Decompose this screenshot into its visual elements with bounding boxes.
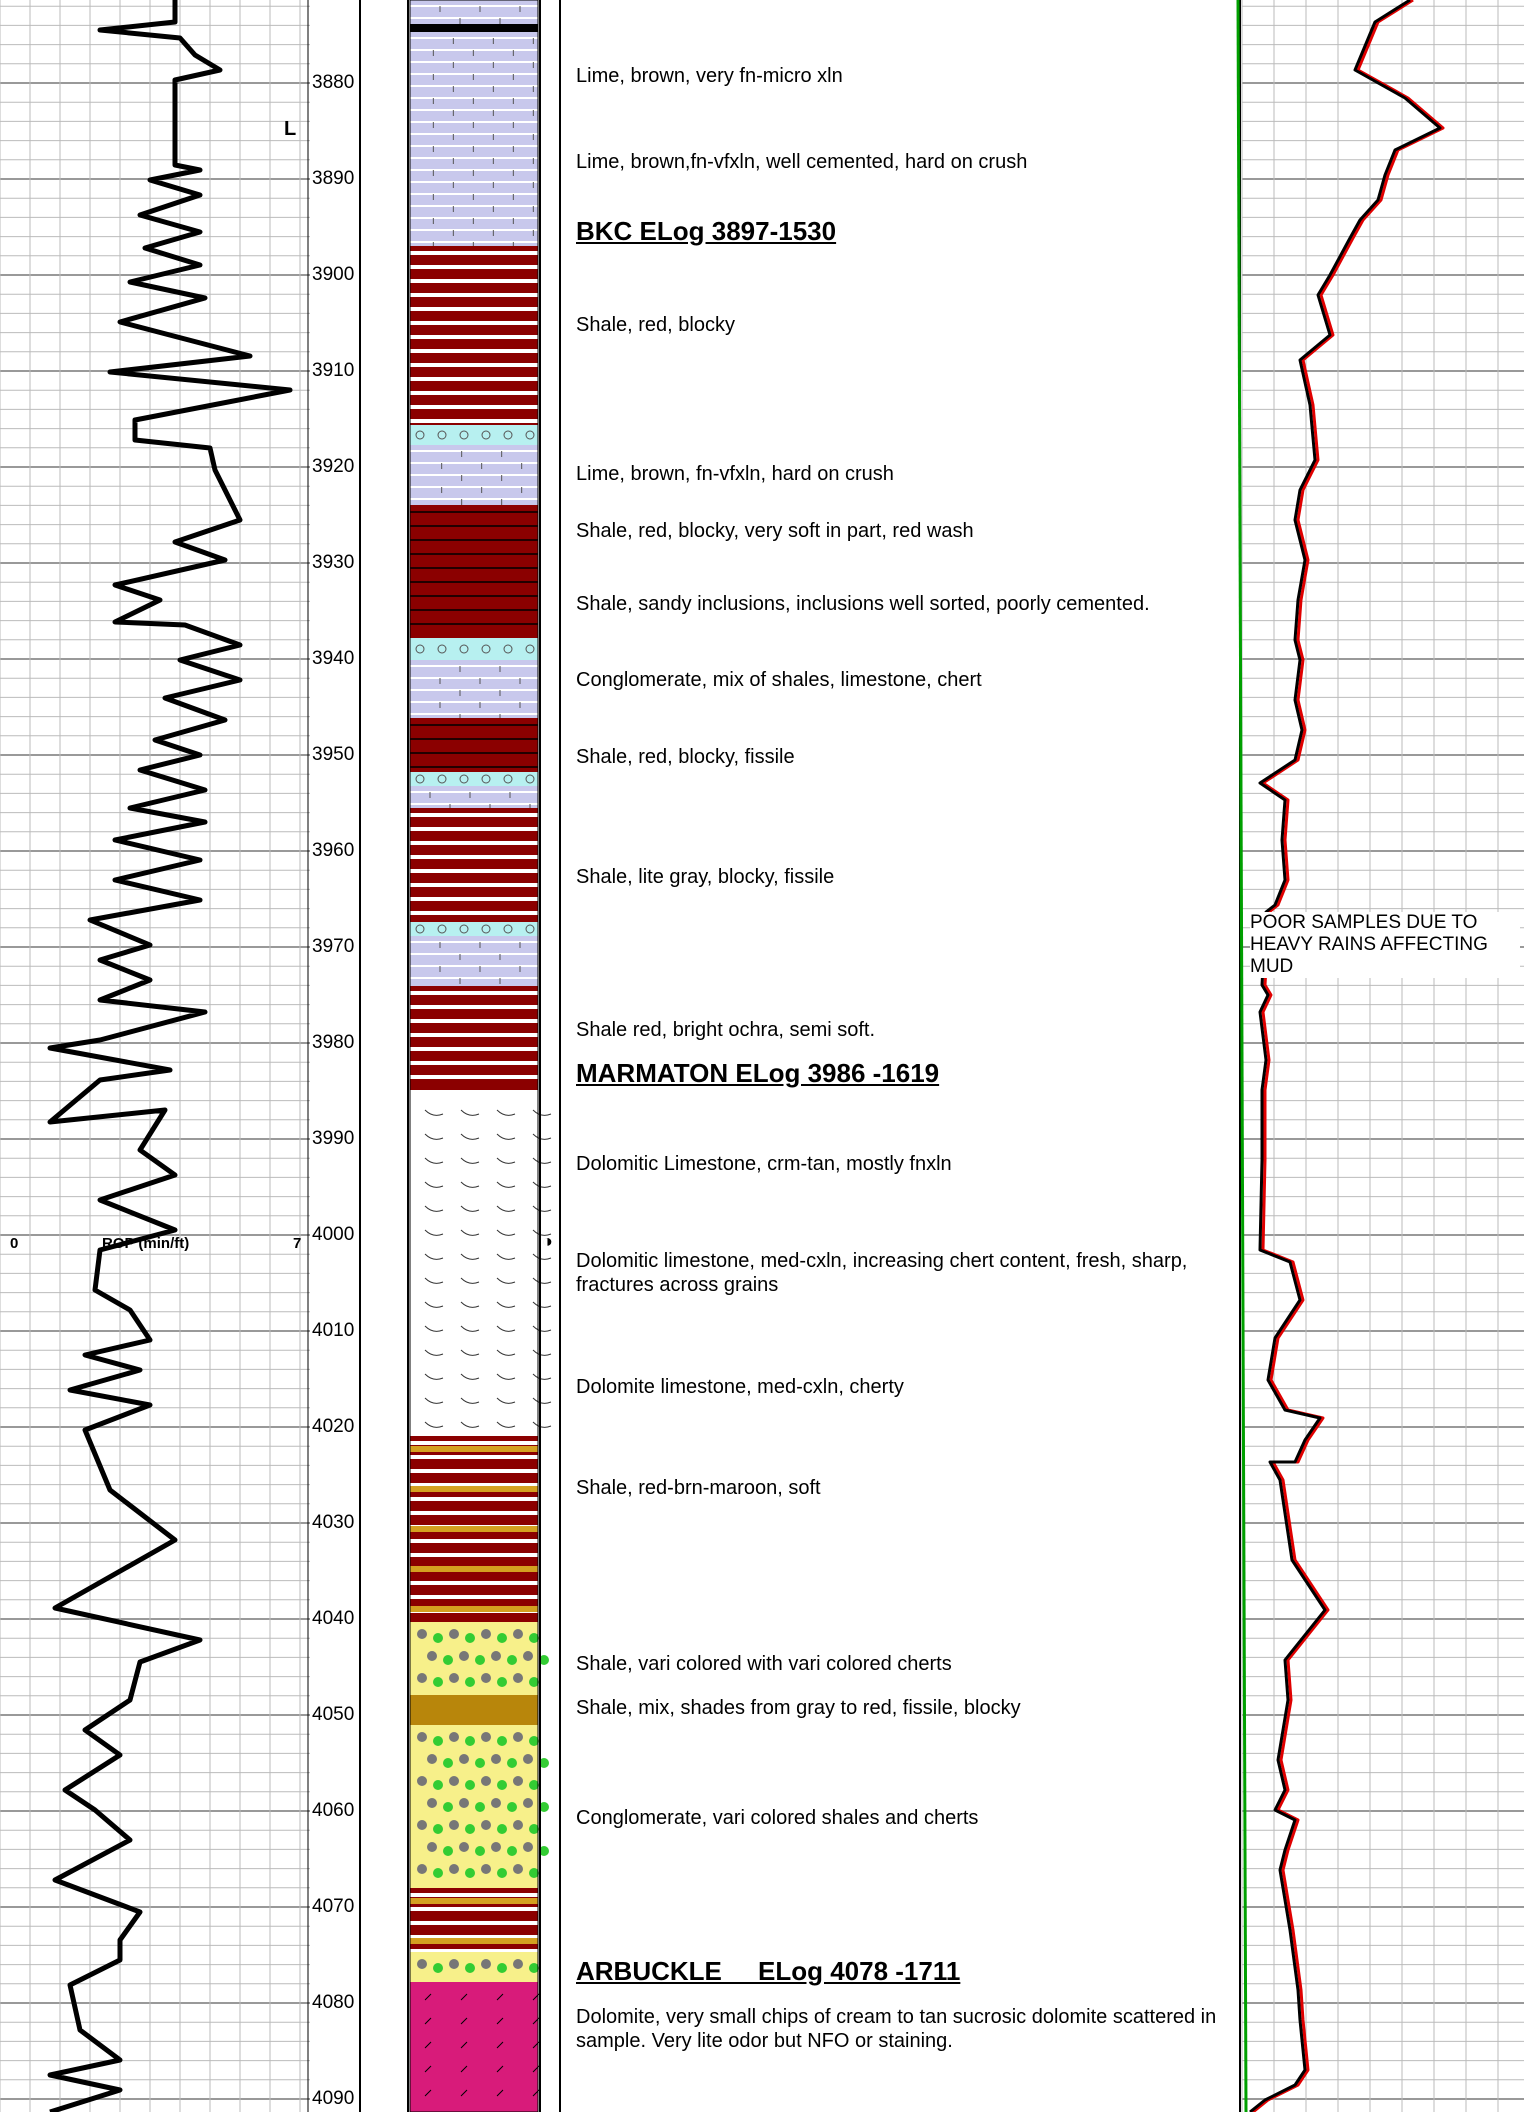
rop-marker-l: L bbox=[284, 118, 297, 140]
green-reference-line bbox=[1236, 0, 1248, 2112]
description: Dolomitic Limestone, crm-tan, mostly fnx… bbox=[576, 1153, 952, 1175]
depth-label: 3900 bbox=[312, 264, 355, 285]
depth-label: 4070 bbox=[312, 1896, 355, 1917]
description: Shale, lite gray, blocky, fissile bbox=[576, 866, 835, 888]
depth-label: 3990 bbox=[312, 1128, 355, 1149]
depth-label: 4090 bbox=[312, 2088, 355, 2109]
depth-label: 4030 bbox=[312, 1512, 355, 1533]
description: Conglomerate, mix of shales, limestone, … bbox=[576, 669, 982, 691]
rop-curve bbox=[47, 0, 293, 2112]
gas-track-grid bbox=[1241, 0, 1524, 2112]
gas-curve-red bbox=[1252, 0, 1445, 2112]
rop-scale-title: ROP (min/ft) bbox=[102, 1235, 190, 1252]
lithology-column bbox=[409, 0, 552, 2112]
description: Shale, red, blocky, fissile bbox=[576, 746, 795, 768]
description: Shale, red, blocky bbox=[576, 314, 735, 336]
rop-track-grid bbox=[0, 0, 310, 2112]
depth-label: 3980 bbox=[312, 1032, 355, 1053]
depth-label: 3920 bbox=[312, 456, 355, 477]
depth-label: 3960 bbox=[312, 840, 355, 861]
formation-top-bkc: BKC ELog 3897-1530 bbox=[576, 216, 837, 246]
description: Lime, brown,fn-vfxln, well cemented, har… bbox=[576, 151, 1028, 173]
depth-label: 3910 bbox=[312, 360, 355, 381]
rop-scale-max: 7 bbox=[293, 1235, 302, 1252]
depth-label: 4080 bbox=[312, 1992, 355, 2013]
description: Lime, brown, fn-vfxln, hard on crush bbox=[576, 463, 894, 485]
depth-label: 3950 bbox=[312, 744, 355, 765]
description: Shale, sandy inclusions, inclusions well… bbox=[576, 593, 1150, 615]
depth-label: 3890 bbox=[312, 168, 355, 189]
description: Shale, red-brn-maroon, soft bbox=[576, 1477, 821, 1499]
description: Shale, vari colored with vari colored ch… bbox=[576, 1653, 952, 1675]
depth-label: 4050 bbox=[312, 1704, 355, 1725]
description: Shale red, bright ochra, semi soft. bbox=[576, 1019, 876, 1041]
depth-label: 4020 bbox=[312, 1416, 355, 1437]
description: Shale, mix, shades from gray to red, fis… bbox=[576, 1697, 1021, 1719]
depth-label: 4040 bbox=[312, 1608, 355, 1629]
depth-label: 3970 bbox=[312, 936, 355, 957]
description: Dolomitic limestone, med-cxln, increasin… bbox=[576, 1250, 1188, 1296]
gas-curve-black bbox=[1249, 0, 1442, 2112]
description: Lime, brown, very fn-micro xln bbox=[576, 65, 843, 87]
formation-top-arbuckle: ARBUCKLE ELog 4078 -1711 bbox=[576, 1956, 961, 1986]
gas-track-note: POOR SAMPLES DUE TO HEAVY RAINS AFFECTIN… bbox=[1250, 912, 1520, 978]
depth-label: 3940 bbox=[312, 648, 355, 669]
rop-scale-min: 0 bbox=[10, 1235, 19, 1252]
depth-label: 4010 bbox=[312, 1320, 355, 1341]
description: Dolomite limestone, med-cxln, cherty bbox=[576, 1376, 904, 1398]
track-borders bbox=[307, 0, 1248, 2112]
description: Dolomite, very small chips of cream to t… bbox=[576, 2006, 1217, 2052]
description: Conglomerate, vari colored shales and ch… bbox=[576, 1807, 979, 1829]
depth-label: 4060 bbox=[312, 1800, 355, 1821]
formation-top-marmaton: MARMATON ELog 3986 -1619 bbox=[576, 1058, 940, 1088]
description: Shale, red, blocky, very soft in part, r… bbox=[576, 520, 974, 542]
depth-label: 3930 bbox=[312, 552, 355, 573]
core-symbol-icon: ◑ bbox=[542, 1231, 553, 1251]
depth-label: 3880 bbox=[312, 72, 355, 93]
depth-label: 4000 bbox=[312, 1224, 355, 1245]
